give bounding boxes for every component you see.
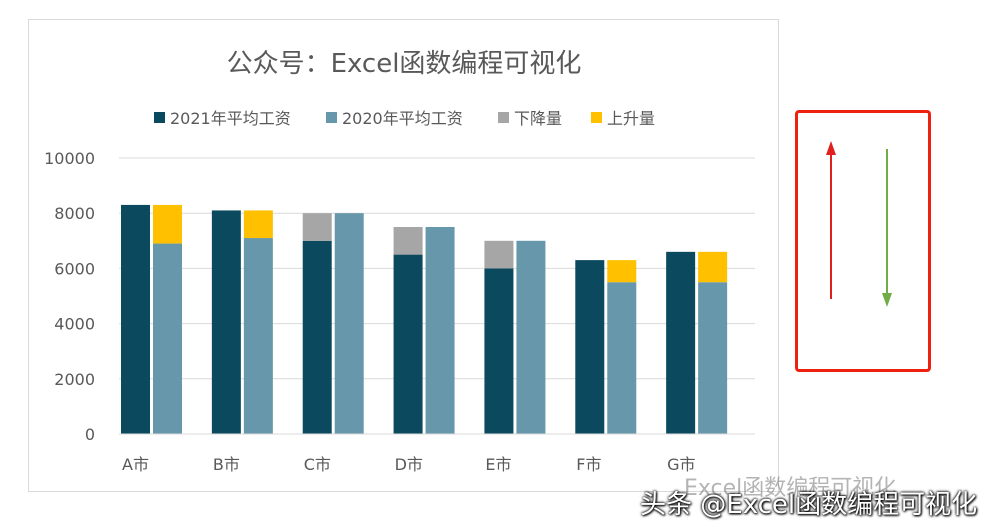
bar-2020: [153, 243, 182, 434]
y-tick-label: 10000: [44, 149, 95, 168]
bars: [121, 204, 728, 434]
down-arrow-icon: [882, 149, 892, 307]
x-tick-label: E市: [485, 455, 511, 474]
bar-2021: [211, 210, 241, 434]
arrow-callout-box: [795, 110, 931, 372]
legend-item: 2021年平均工资: [154, 109, 291, 128]
x-tick-label: F市: [576, 455, 601, 474]
chart-frame: 公众号：Excel函数编程可视化 2021年平均工资 2020年平均工资 下降量 上升…: [28, 19, 779, 492]
y-tick-label: 4000: [54, 315, 95, 334]
bar-decrease: [302, 213, 332, 241]
bar-2020: [607, 282, 637, 434]
watermark: Excel函数编程可视化: [684, 476, 897, 501]
x-tick-label: A市: [122, 455, 149, 474]
chart-title: 公众号：Excel函数编程可视化: [227, 49, 582, 79]
bar-2020: [425, 227, 455, 434]
bar-2021: [121, 204, 150, 434]
legend-label: 上升量: [607, 109, 655, 128]
y-tick-label: 8000: [54, 204, 95, 223]
legend-swatch: [154, 112, 165, 123]
x-tick-label: C市: [304, 455, 331, 474]
bar-increase: [153, 204, 182, 244]
legend-swatch: [591, 112, 602, 123]
bar-2020: [243, 238, 273, 434]
legend-label: 2021年平均工资: [170, 109, 291, 128]
bar-2021: [666, 251, 696, 434]
bar-2021: [393, 254, 423, 434]
legend-label: 2020年平均工资: [342, 109, 463, 128]
x-tick-label: B市: [213, 455, 240, 474]
y-tick-label: 2000: [54, 370, 95, 389]
legend: 2021年平均工资 2020年平均工资 下降量 上升量: [154, 109, 655, 128]
bar-2021: [575, 260, 605, 434]
bar-decrease: [484, 240, 514, 269]
bar-2021: [302, 240, 332, 434]
bar-increase: [698, 251, 728, 283]
bar-2020: [516, 240, 546, 434]
x-axis: A市 B市 C市 D市 E市 F市 G市: [119, 433, 755, 474]
legend-item: 上升量: [591, 109, 655, 128]
legend-swatch: [326, 112, 337, 123]
chart-svg: 公众号：Excel函数编程可视化 2021年平均工资 2020年平均工资 下降量 上升…: [44, 49, 755, 474]
y-tick-label: 6000: [54, 259, 95, 278]
bar-decrease: [393, 227, 423, 255]
y-tick-label: 0: [85, 425, 95, 444]
bar-increase: [243, 210, 273, 239]
legend-item: 下降量: [498, 109, 562, 128]
x-tick-label: G市: [667, 455, 695, 474]
legend-swatch: [498, 112, 509, 123]
x-tick-label: D市: [395, 455, 423, 474]
y-axis: 0 2000 4000 6000 8000 10000: [44, 149, 95, 444]
bar-2020: [698, 282, 728, 434]
legend-item: 2020年平均工资: [326, 109, 463, 128]
bar-2021: [484, 268, 514, 434]
bar-2020: [334, 213, 364, 434]
bar-increase: [607, 260, 637, 283]
legend-label: 下降量: [514, 109, 562, 128]
up-arrow-icon: [826, 141, 836, 299]
footer-attribution: 头条 @Excel函数编程可视化: [640, 490, 978, 520]
